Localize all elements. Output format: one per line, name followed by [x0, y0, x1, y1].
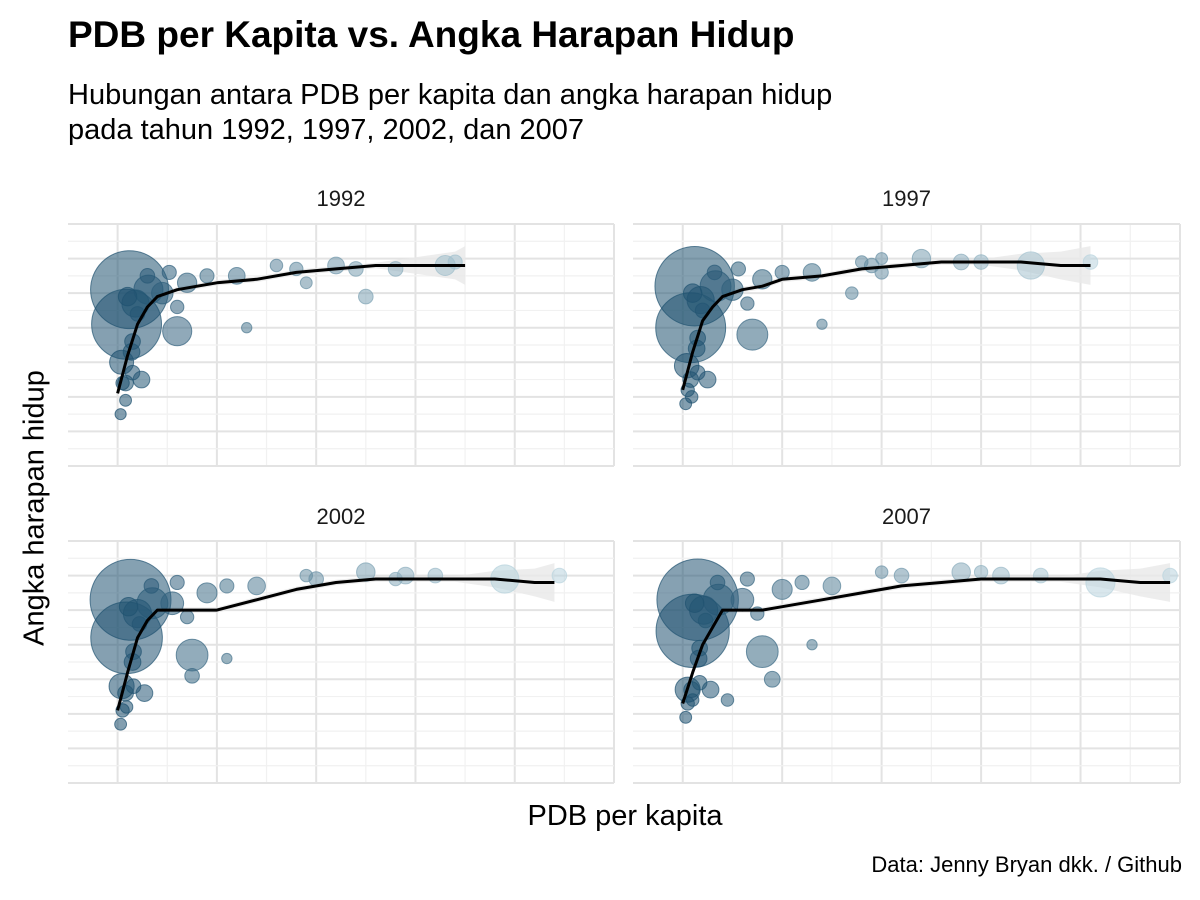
- data-point: [1082, 254, 1099, 270]
- data-point: [992, 566, 1010, 585]
- data-point: [709, 574, 726, 591]
- data-point: [269, 258, 284, 273]
- data-points: [90, 250, 463, 421]
- data-point: [427, 567, 444, 584]
- data-point: [679, 710, 693, 724]
- facet-panel-2007: 2007: [633, 504, 1181, 784]
- data-point: [845, 286, 859, 300]
- data-point: [1032, 567, 1049, 584]
- data-point: [179, 609, 195, 625]
- data-point: [299, 276, 313, 290]
- data-point: [774, 264, 790, 280]
- facet-panel-1992: 1992: [68, 186, 615, 467]
- data-point: [685, 693, 700, 707]
- data-point: [706, 264, 723, 281]
- facet-label: 1992: [317, 186, 366, 211]
- data-points: [655, 558, 1178, 724]
- data-point: [551, 567, 568, 584]
- caption: Data: Jenny Bryan dkk. / Github: [871, 852, 1182, 877]
- data-point: [221, 652, 233, 665]
- data-point: [143, 578, 160, 594]
- data-point: [739, 571, 755, 587]
- data-point: [794, 574, 810, 591]
- subtitle-line-1: Hubungan antara PDB per kapita dan angka…: [68, 79, 833, 111]
- data-point: [684, 593, 705, 613]
- data-point: [170, 299, 185, 315]
- data-point: [816, 318, 828, 330]
- facet-panel-2002: 2002: [68, 504, 615, 784]
- data-point: [1085, 567, 1116, 598]
- data-point: [169, 574, 185, 591]
- confidence-ribbon: [682, 246, 1091, 393]
- data-point: [874, 565, 889, 579]
- data-point: [973, 564, 989, 580]
- data-point: [951, 562, 971, 582]
- data-point: [117, 286, 138, 307]
- data-point: [1162, 567, 1178, 584]
- data-point: [139, 268, 156, 284]
- data-point: [855, 255, 869, 269]
- data-point: [119, 393, 132, 407]
- x-axis-label: PDB per kapita: [527, 800, 723, 832]
- data-point: [199, 268, 215, 284]
- data-point: [689, 364, 706, 381]
- data-point: [763, 670, 781, 688]
- chart-subtitle: Hubungan antara PDB per kapita dan angka…: [68, 78, 832, 148]
- data-point: [162, 316, 193, 347]
- subtitle-line-2: pada tahun 1992, 1997, 2002, dan 2007: [68, 114, 585, 146]
- data-point: [119, 700, 134, 714]
- data-point: [1016, 251, 1045, 280]
- data-point: [175, 638, 209, 672]
- data-point: [387, 261, 404, 277]
- data-point: [720, 693, 735, 707]
- facet-label: 2007: [882, 504, 931, 529]
- smooth-line: [681, 260, 1091, 391]
- data-point: [118, 596, 139, 617]
- facet-label: 2002: [317, 504, 366, 529]
- facet-panel-1997: 1997: [633, 186, 1181, 467]
- data-point: [327, 256, 345, 275]
- data-point: [124, 364, 141, 381]
- chart-title: PDB per Kapita vs. Angka Harapan Hidup: [68, 14, 795, 55]
- data-point: [730, 587, 755, 612]
- data-point: [161, 264, 177, 280]
- data-point: [219, 578, 235, 594]
- data-point: [247, 576, 266, 596]
- data-point: [691, 674, 708, 691]
- confidence-ribbon: [682, 563, 1171, 707]
- smooth-line: [116, 577, 555, 711]
- y-axis-label: Angka harapan hidup: [18, 370, 51, 646]
- data-point: [893, 567, 910, 584]
- data-point: [806, 639, 818, 651]
- data-point: [184, 668, 200, 684]
- data-point: [875, 252, 889, 265]
- data-point: [736, 318, 769, 351]
- data-point: [771, 578, 793, 600]
- data-point: [682, 283, 703, 303]
- data-point: [241, 322, 253, 334]
- data-point: [697, 612, 714, 629]
- smooth-line: [116, 264, 466, 394]
- data-point: [822, 576, 842, 596]
- data-point: [114, 408, 127, 421]
- data-point: [679, 397, 693, 411]
- data-point: [358, 288, 374, 305]
- smooth-line: [681, 577, 1171, 704]
- data-point: [196, 582, 218, 604]
- data-point: [730, 261, 746, 277]
- data-point: [740, 296, 755, 311]
- data-point: [125, 678, 142, 694]
- data-point: [114, 717, 128, 731]
- data-point: [299, 568, 313, 583]
- facet-label: 1997: [882, 186, 931, 211]
- data-point: [745, 635, 779, 669]
